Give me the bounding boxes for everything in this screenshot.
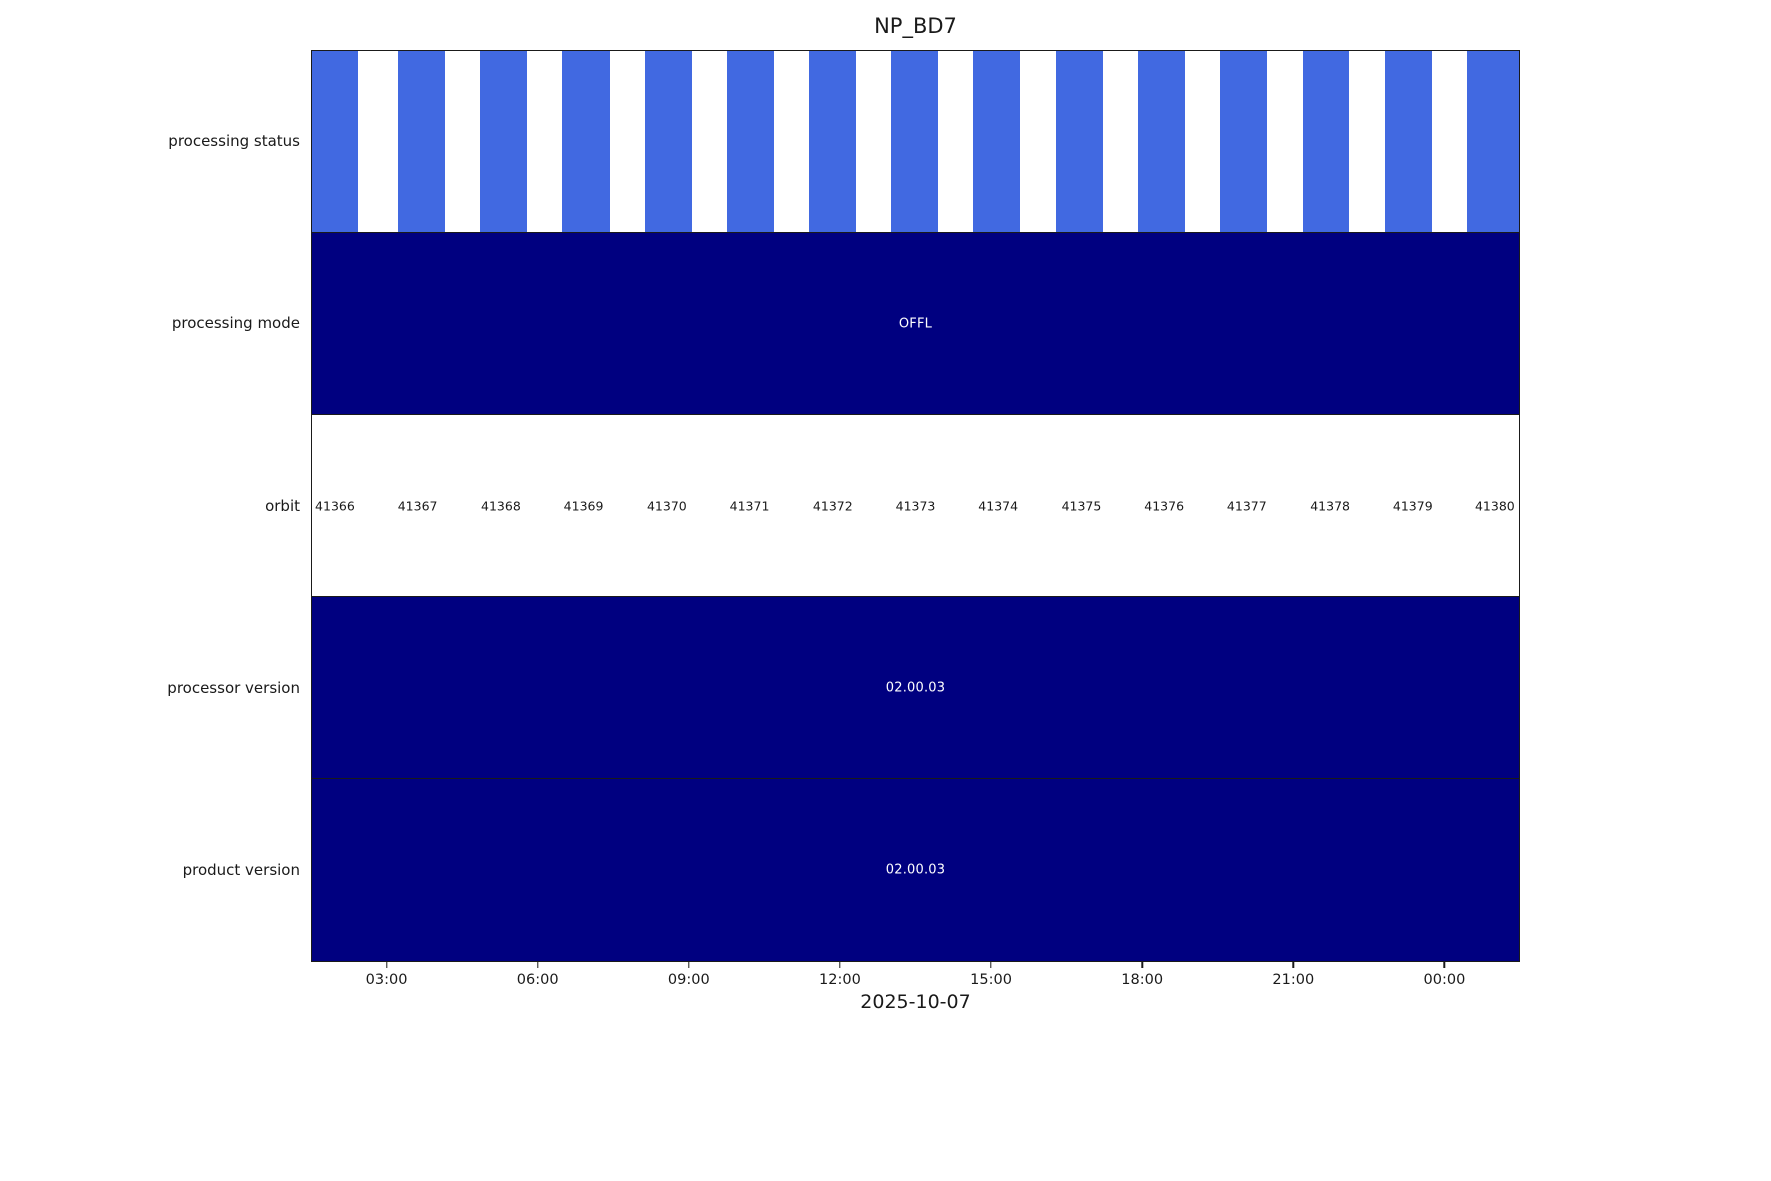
xaxis-tick-label: 15:00: [970, 972, 1012, 988]
xaxis-tick-mark: [990, 962, 992, 968]
xaxis-tick-mark: [688, 962, 690, 968]
xaxis-tick-label: 21:00: [1272, 972, 1315, 988]
ytick-label-product-version: product version: [182, 861, 300, 879]
track-processor-version: 02.00.03: [311, 596, 1520, 779]
orbit-label: 41374: [978, 498, 1019, 513]
product-version-value: 02.00.03: [885, 862, 946, 878]
processor-version-value: 02.00.03: [885, 680, 946, 695]
xaxis-tick-mark: [536, 962, 539, 968]
xaxis-tick-mark: [385, 962, 388, 968]
ytick-label-processor-version: processor version: [167, 679, 300, 697]
status-bar-segment: [562, 51, 610, 232]
orbit-label: 41367: [397, 498, 438, 513]
track-product-version: 02.00.03: [311, 778, 1520, 962]
status-bar-segment: [312, 51, 359, 232]
orbit-label: 41376: [1144, 498, 1185, 513]
orbit-label: 41369: [563, 498, 604, 513]
processing-status-bars: [312, 51, 1519, 232]
status-bar-segment: [891, 51, 939, 232]
ytick-label-processing-mode: processing mode: [171, 314, 300, 332]
xaxis-tick-mark: [1443, 962, 1446, 968]
orbit-label: 41378: [1310, 498, 1350, 513]
orbit-label: 41375: [1061, 498, 1102, 513]
plot-area: OFFL 41366 41367 41368 41369 41370 41371 41372…: [311, 50, 1520, 962]
orbit-label: 41366: [315, 498, 355, 513]
track-processing-status: [311, 50, 1520, 233]
xaxis-tick-label: 09:00: [667, 972, 710, 988]
orbit-label: 41380: [1474, 498, 1515, 513]
xaxis-tick-label: 03:00: [365, 972, 408, 988]
status-bar-segment: [1385, 51, 1433, 232]
status-bar-segment: [1056, 51, 1103, 232]
orbit-label: 41377: [1226, 498, 1267, 513]
orbit-label: 41379: [1392, 498, 1433, 513]
processing-mode-value: OFFL: [898, 316, 933, 331]
track-orbit: 41366 41367 41368 41369 41370 41371 41372 41373…: [311, 414, 1520, 597]
status-bar-segment: [1302, 51, 1350, 232]
status-bar-segment: [1138, 51, 1186, 232]
orbit-label: 41372: [812, 498, 853, 513]
chart-title: NP_BD7: [874, 14, 957, 38]
status-bar-segment: [398, 51, 445, 232]
xaxis-tick-label: 18:00: [1121, 972, 1164, 988]
xaxis-label: 2025-10-07: [860, 991, 971, 1013]
xaxis-tick-mark: [1141, 962, 1143, 968]
xaxis-tick-label: 00:00: [1423, 972, 1466, 988]
ytick-label-processing-status: processing status: [168, 132, 300, 150]
orbit-label: 41373: [895, 498, 936, 513]
orbit-label: 41371: [729, 498, 770, 513]
xaxis-tick-label: 12:00: [819, 972, 861, 988]
track-processing-mode: OFFL: [311, 232, 1520, 415]
status-bar-segment: [1220, 51, 1268, 232]
xaxis-tick-mark: [839, 962, 841, 968]
status-bar-segment: [809, 51, 857, 232]
status-bar-segment: [645, 51, 692, 232]
status-bar-segment: [727, 51, 774, 232]
status-bar-segment: [973, 51, 1021, 232]
xaxis-tick-label: 06:00: [516, 972, 559, 988]
status-bar-segment: [1467, 51, 1519, 232]
orbit-label: 41370: [646, 498, 687, 513]
orbit-label: 41368: [481, 498, 521, 513]
status-bar-segment: [480, 51, 528, 232]
xaxis-tick-mark: [1292, 962, 1295, 968]
ytick-label-orbit: orbit: [265, 497, 300, 515]
